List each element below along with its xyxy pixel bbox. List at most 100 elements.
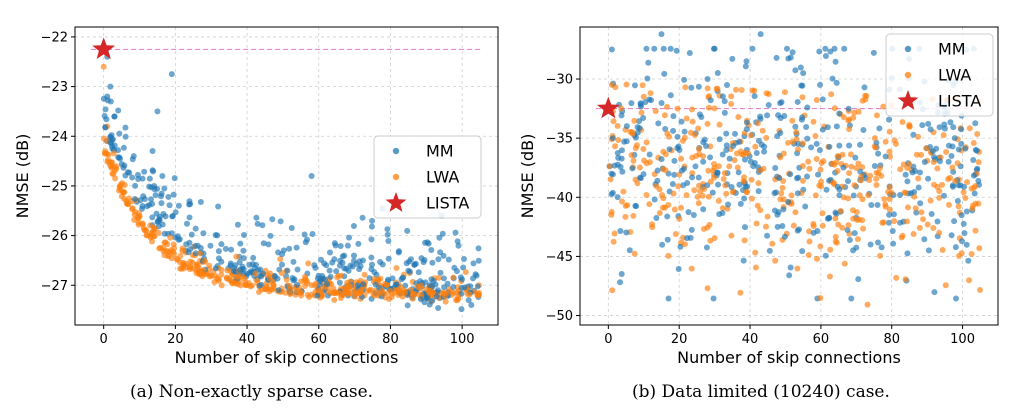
caption-b: (b) Data limited (10240) case. bbox=[632, 382, 890, 402]
point-mm bbox=[468, 301, 475, 308]
point-lwa bbox=[845, 195, 852, 202]
x-tick-label: 60 bbox=[813, 332, 830, 347]
point-mm bbox=[185, 249, 192, 256]
point-mm bbox=[267, 232, 274, 239]
point-mm bbox=[680, 182, 687, 189]
point-lwa bbox=[918, 151, 925, 158]
point-lwa bbox=[695, 200, 702, 207]
point-mm bbox=[970, 172, 977, 179]
point-mm bbox=[637, 100, 644, 107]
point-lwa bbox=[964, 179, 971, 186]
point-lwa bbox=[832, 215, 839, 222]
point-mm bbox=[681, 76, 688, 83]
point-lwa bbox=[608, 81, 615, 88]
point-mm bbox=[626, 247, 633, 254]
point-lwa bbox=[827, 246, 834, 253]
point-mm bbox=[970, 157, 977, 164]
point-mm bbox=[822, 53, 829, 60]
point-mm bbox=[928, 211, 935, 218]
point-mm bbox=[631, 82, 638, 89]
point-mm bbox=[629, 165, 636, 172]
point-lwa bbox=[902, 276, 909, 283]
y-tick-label: −27 bbox=[41, 279, 68, 294]
point-mm bbox=[686, 50, 693, 57]
point-mm bbox=[617, 227, 624, 234]
point-lwa bbox=[400, 287, 407, 294]
point-mm bbox=[751, 93, 758, 100]
point-mm bbox=[614, 149, 621, 156]
point-lwa bbox=[682, 84, 689, 91]
point-mm bbox=[115, 107, 122, 114]
point-mm bbox=[675, 143, 682, 150]
point-lwa bbox=[675, 183, 682, 190]
point-lwa bbox=[120, 189, 127, 196]
point-mm bbox=[972, 146, 979, 153]
point-lwa bbox=[664, 103, 671, 110]
point-mm bbox=[860, 126, 867, 133]
point-lwa bbox=[610, 118, 617, 125]
point-mm bbox=[280, 247, 287, 254]
point-mm bbox=[667, 92, 674, 99]
point-mm bbox=[667, 45, 674, 52]
point-mm bbox=[341, 252, 348, 259]
point-mm bbox=[764, 232, 771, 239]
point-lwa bbox=[376, 290, 383, 297]
point-mm bbox=[965, 257, 972, 264]
point-mm bbox=[664, 236, 671, 243]
point-mm bbox=[107, 98, 114, 105]
point-mm bbox=[671, 171, 678, 178]
point-lwa bbox=[656, 186, 663, 193]
point-lwa bbox=[835, 153, 842, 160]
point-mm bbox=[175, 236, 182, 243]
point-mm bbox=[634, 124, 641, 131]
point-mm bbox=[653, 215, 660, 222]
point-lwa bbox=[945, 201, 952, 208]
point-lwa bbox=[224, 267, 231, 274]
point-lwa bbox=[789, 117, 796, 124]
point-mm bbox=[436, 234, 443, 241]
point-mm bbox=[949, 183, 956, 190]
point-mm bbox=[715, 181, 722, 188]
point-mm bbox=[331, 240, 338, 247]
point-mm bbox=[623, 138, 630, 145]
point-mm bbox=[758, 141, 765, 148]
point-lwa bbox=[777, 154, 784, 161]
point-lwa bbox=[913, 151, 920, 158]
point-mm bbox=[435, 304, 442, 311]
point-lwa bbox=[779, 184, 786, 191]
point-mm bbox=[774, 211, 781, 218]
point-lwa bbox=[218, 282, 225, 289]
point-mm bbox=[153, 210, 160, 217]
point-lwa bbox=[886, 184, 893, 191]
point-lwa bbox=[949, 164, 956, 171]
point-lwa bbox=[902, 190, 909, 197]
point-mm bbox=[833, 123, 840, 130]
point-lwa bbox=[193, 261, 200, 268]
point-lwa bbox=[733, 150, 740, 157]
point-mm bbox=[749, 45, 756, 52]
point-lwa bbox=[612, 143, 619, 150]
point-lwa bbox=[939, 247, 946, 253]
point-mm bbox=[850, 247, 857, 254]
legend-box bbox=[373, 135, 482, 219]
point-lwa bbox=[749, 87, 756, 94]
point-mm bbox=[344, 242, 351, 249]
lista-star-icon bbox=[596, 96, 620, 119]
point-lwa bbox=[638, 109, 645, 116]
point-mm bbox=[355, 240, 362, 247]
point-mm bbox=[774, 223, 781, 230]
point-mm bbox=[743, 58, 750, 65]
point-lwa bbox=[854, 236, 861, 243]
point-mm bbox=[642, 99, 649, 106]
legend-box bbox=[885, 33, 994, 117]
point-lwa bbox=[442, 292, 449, 299]
point-lwa bbox=[678, 204, 685, 211]
point-lwa bbox=[302, 276, 309, 283]
point-mm bbox=[670, 127, 677, 134]
point-mm bbox=[336, 279, 343, 286]
point-mm bbox=[146, 175, 153, 182]
point-lwa bbox=[810, 118, 817, 125]
point-mm bbox=[692, 163, 699, 170]
point-mm bbox=[716, 136, 723, 143]
point-lwa bbox=[757, 207, 764, 214]
